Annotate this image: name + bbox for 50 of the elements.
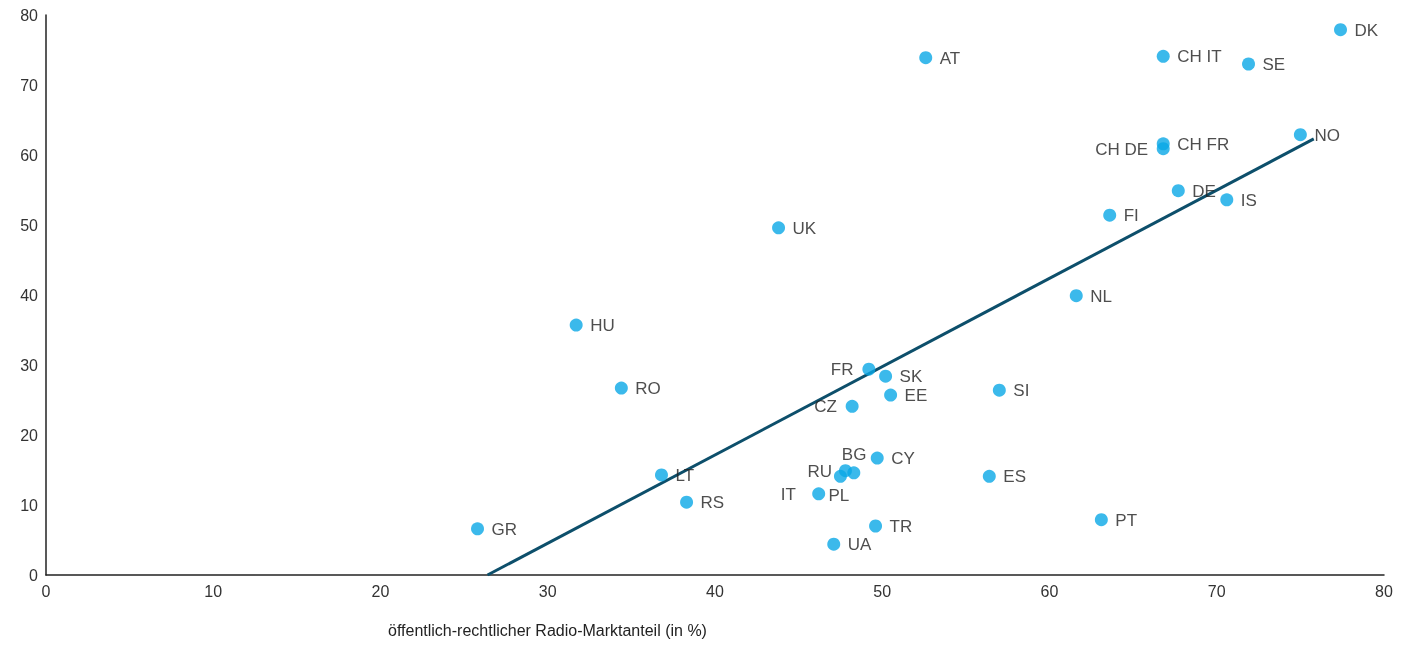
annotation: CZ: [814, 397, 837, 417]
y-tick-label: 70: [20, 76, 39, 94]
annotation: SK: [899, 367, 923, 387]
x-tick-label: 20: [371, 582, 390, 600]
y-tick-label: 20: [20, 426, 39, 444]
annotation: IS: [1240, 190, 1257, 210]
annotation: GR: [491, 519, 518, 539]
annotation: UA: [847, 535, 873, 555]
annotation: SI: [1013, 381, 1030, 401]
annotation: ES: [1003, 467, 1026, 487]
annotation: HU: [590, 316, 615, 336]
y-tick-label: 10: [20, 496, 39, 514]
y-tick-label: 0: [29, 566, 39, 584]
annotation: PT: [1115, 510, 1138, 530]
x-tick-label: 70: [1207, 582, 1226, 600]
annotation: DE: [1192, 181, 1216, 201]
annotation: RU: [807, 461, 833, 481]
annotation: NO: [1314, 125, 1340, 145]
annotation: DK: [1354, 20, 1379, 40]
annotation: SE: [1262, 55, 1286, 74]
x-axis-title: öffentlich-rechtlicher Radio-Marktanteil (in %): [388, 621, 707, 639]
annotation: NL: [1090, 286, 1112, 306]
annotation: CY: [891, 449, 915, 469]
annotation: UK: [792, 218, 817, 238]
annotation: FI: [1123, 206, 1139, 226]
annotation: EE: [904, 386, 928, 406]
annotation: IT: [780, 484, 796, 504]
y-tick-label: 40: [20, 286, 39, 304]
annotation: BG: [841, 444, 867, 464]
annotation: CH IT: [1177, 47, 1222, 67]
x-tick-label: 60: [1040, 582, 1059, 600]
x-tick-label: 80: [1375, 582, 1393, 600]
y-tick-label: 50: [20, 216, 39, 234]
annotation: CH FR: [1177, 134, 1230, 154]
x-tick-label: 40: [706, 582, 724, 600]
y-tick-label: 80: [20, 6, 39, 24]
y-tick-label: 60: [20, 146, 39, 164]
x-tick-label: 30: [538, 582, 557, 600]
annotation: CH DE: [1095, 139, 1149, 159]
annotation: PL: [828, 486, 850, 506]
y-tick-label: 30: [20, 356, 39, 374]
annotation: LT: [675, 465, 695, 485]
annotation: TR: [889, 517, 913, 536]
x-tick-label: 0: [41, 582, 51, 600]
annotation: RS: [700, 493, 725, 513]
x-tick-label: 10: [204, 582, 223, 600]
annotation: RO: [635, 379, 661, 399]
x-tick-label: 50: [873, 582, 892, 600]
annotation: FR: [830, 360, 854, 380]
annotation: AT: [939, 48, 961, 68]
